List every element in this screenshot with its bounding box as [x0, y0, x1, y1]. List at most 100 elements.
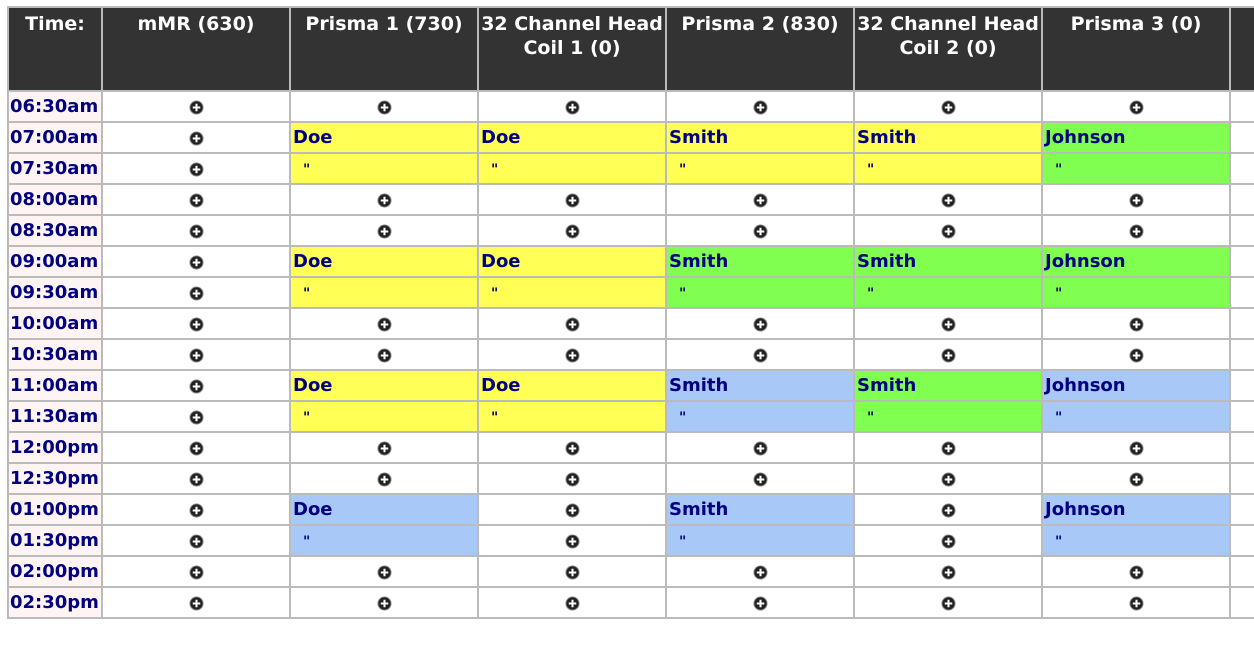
add-icon[interactable]: [188, 130, 204, 146]
add-icon[interactable]: [188, 533, 204, 549]
booking-cell[interactable]: ": [291, 278, 477, 307]
add-icon[interactable]: [564, 347, 580, 363]
empty-slot[interactable]: [479, 464, 665, 493]
booking-cell[interactable]: ": [291, 526, 477, 555]
booking-cell[interactable]: Smith: [855, 123, 1041, 152]
empty-slot[interactable]: [103, 526, 289, 555]
booking-cell[interactable]: ": [291, 154, 477, 183]
booking-cell[interactable]: ": [667, 278, 853, 307]
empty-slot[interactable]: [103, 216, 289, 245]
add-icon[interactable]: [564, 595, 580, 611]
booking-cell[interactable]: Johnson: [1043, 247, 1229, 276]
add-icon[interactable]: [1128, 99, 1144, 115]
booking-cell[interactable]: ": [855, 278, 1041, 307]
empty-slot[interactable]: [1043, 433, 1229, 462]
booking-cell[interactable]: Smith: [667, 247, 853, 276]
booking-cell[interactable]: Smith: [667, 123, 853, 152]
add-icon[interactable]: [376, 316, 392, 332]
empty-slot[interactable]: [667, 557, 853, 586]
add-icon[interactable]: [940, 99, 956, 115]
add-icon[interactable]: [376, 471, 392, 487]
empty-slot[interactable]: [103, 495, 289, 524]
empty-slot[interactable]: [291, 588, 477, 617]
empty-slot[interactable]: [103, 309, 289, 338]
booking-cell[interactable]: Smith: [667, 495, 853, 524]
booking-cell[interactable]: ": [1043, 154, 1229, 183]
booking-cell[interactable]: ": [667, 402, 853, 431]
booking-cell[interactable]: ": [667, 154, 853, 183]
empty-slot[interactable]: [667, 340, 853, 369]
empty-slot[interactable]: [855, 309, 1041, 338]
add-icon[interactable]: [752, 316, 768, 332]
empty-slot[interactable]: [855, 464, 1041, 493]
empty-slot[interactable]: [291, 433, 477, 462]
empty-slot[interactable]: [291, 557, 477, 586]
empty-slot[interactable]: [103, 433, 289, 462]
booking-cell[interactable]: ": [1043, 526, 1229, 555]
add-icon[interactable]: [1128, 192, 1144, 208]
booking-cell[interactable]: Johnson: [1043, 495, 1229, 524]
add-icon[interactable]: [1128, 595, 1144, 611]
empty-slot[interactable]: [855, 433, 1041, 462]
empty-slot[interactable]: [291, 340, 477, 369]
add-icon[interactable]: [564, 564, 580, 580]
booking-cell[interactable]: Johnson: [1043, 123, 1229, 152]
add-icon[interactable]: [564, 192, 580, 208]
empty-slot[interactable]: [479, 526, 665, 555]
booking-cell[interactable]: Johnson: [1043, 371, 1229, 400]
empty-slot[interactable]: [103, 154, 289, 183]
empty-slot[interactable]: [479, 216, 665, 245]
empty-slot[interactable]: [855, 495, 1041, 524]
add-icon[interactable]: [1128, 223, 1144, 239]
add-icon[interactable]: [188, 347, 204, 363]
empty-slot[interactable]: [667, 433, 853, 462]
booking-cell[interactable]: ": [479, 154, 665, 183]
empty-slot[interactable]: [479, 309, 665, 338]
add-icon[interactable]: [940, 440, 956, 456]
empty-slot[interactable]: [1043, 464, 1229, 493]
add-icon[interactable]: [940, 316, 956, 332]
empty-slot[interactable]: [1043, 309, 1229, 338]
add-icon[interactable]: [940, 502, 956, 518]
add-icon[interactable]: [188, 161, 204, 177]
add-icon[interactable]: [188, 471, 204, 487]
booking-cell[interactable]: ": [291, 402, 477, 431]
booking-cell[interactable]: Doe: [291, 247, 477, 276]
empty-slot[interactable]: [479, 495, 665, 524]
add-icon[interactable]: [188, 409, 204, 425]
add-icon[interactable]: [564, 502, 580, 518]
empty-slot[interactable]: [1043, 185, 1229, 214]
add-icon[interactable]: [752, 192, 768, 208]
empty-slot[interactable]: [1043, 588, 1229, 617]
booking-cell[interactable]: ": [479, 278, 665, 307]
empty-slot[interactable]: [479, 557, 665, 586]
empty-slot[interactable]: [855, 557, 1041, 586]
empty-slot[interactable]: [103, 92, 289, 121]
add-icon[interactable]: [188, 316, 204, 332]
booking-cell[interactable]: Smith: [855, 247, 1041, 276]
empty-slot[interactable]: [103, 402, 289, 431]
booking-cell[interactable]: Doe: [291, 495, 477, 524]
empty-slot[interactable]: [103, 371, 289, 400]
booking-cell[interactable]: Doe: [479, 371, 665, 400]
add-icon[interactable]: [376, 564, 392, 580]
add-icon[interactable]: [188, 502, 204, 518]
booking-cell[interactable]: Doe: [291, 123, 477, 152]
booking-cell[interactable]: ": [1043, 278, 1229, 307]
empty-slot[interactable]: [479, 340, 665, 369]
add-icon[interactable]: [940, 347, 956, 363]
add-icon[interactable]: [564, 99, 580, 115]
empty-slot[interactable]: [103, 557, 289, 586]
empty-slot[interactable]: [103, 588, 289, 617]
add-icon[interactable]: [752, 440, 768, 456]
add-icon[interactable]: [188, 285, 204, 301]
booking-cell[interactable]: Doe: [291, 371, 477, 400]
empty-slot[interactable]: [667, 588, 853, 617]
empty-slot[interactable]: [667, 216, 853, 245]
add-icon[interactable]: [188, 564, 204, 580]
booking-cell[interactable]: ": [667, 526, 853, 555]
empty-slot[interactable]: [291, 309, 477, 338]
add-icon[interactable]: [376, 347, 392, 363]
empty-slot[interactable]: [291, 464, 477, 493]
booking-cell[interactable]: Smith: [855, 371, 1041, 400]
